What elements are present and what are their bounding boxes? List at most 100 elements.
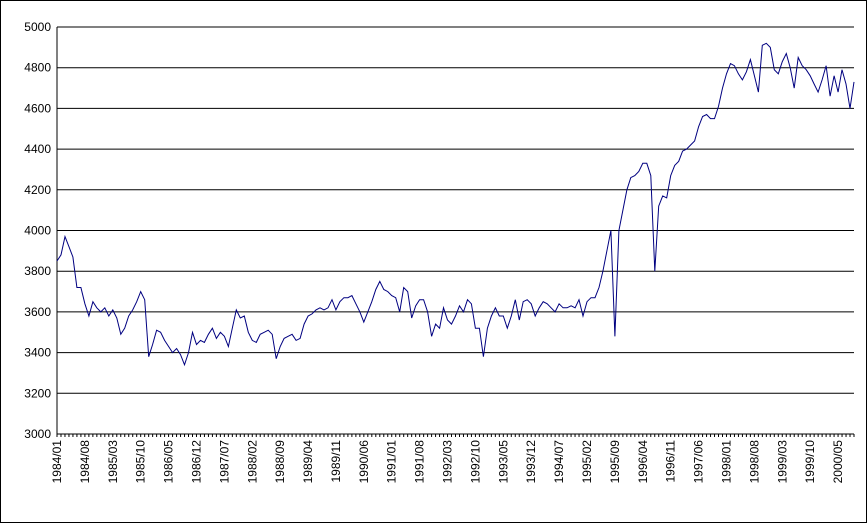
- data-point: [562, 307, 563, 308]
- data-point: [116, 317, 117, 318]
- data-point: [786, 53, 787, 54]
- series-layer: [56, 42, 855, 367]
- data-point: [232, 328, 233, 329]
- data-point: [343, 297, 344, 298]
- data-point: [307, 315, 308, 316]
- data-point: [467, 299, 468, 300]
- data-point: [315, 309, 316, 310]
- data-point: [200, 340, 201, 341]
- data-point: [507, 328, 508, 329]
- data-point: [853, 81, 854, 82]
- x-tick-label: 2000/05: [831, 440, 845, 484]
- data-point: [833, 75, 834, 76]
- data-point: [292, 334, 293, 335]
- data-point: [272, 334, 273, 335]
- data-point: [849, 108, 850, 109]
- data-point: [559, 303, 560, 304]
- data-point: [415, 305, 416, 306]
- series-line: [56, 42, 855, 367]
- data-point: [403, 287, 404, 288]
- data-point: [606, 250, 607, 251]
- data-point: [758, 92, 759, 93]
- data-point: [391, 295, 392, 296]
- data-point: [762, 45, 763, 46]
- y-tick-label: 5000: [24, 20, 51, 34]
- data-point: [531, 303, 532, 304]
- data-point: [439, 328, 440, 329]
- data-point: [355, 303, 356, 304]
- x-tick-label: 1994/07: [552, 440, 566, 484]
- data-point: [212, 328, 213, 329]
- y-tick-label: 3200: [24, 386, 51, 400]
- data-point: [299, 338, 300, 339]
- data-point: [427, 311, 428, 312]
- data-point: [586, 301, 587, 302]
- data-point: [837, 92, 838, 93]
- x-tick-label: 1992/10: [468, 440, 482, 484]
- data-point: [782, 61, 783, 62]
- data-point: [335, 309, 336, 310]
- data-point: [188, 352, 189, 353]
- data-point: [248, 332, 249, 333]
- x-tick-label: 1996/04: [636, 440, 650, 484]
- data-point: [523, 301, 524, 302]
- data-point: [256, 342, 257, 343]
- data-point: [746, 71, 747, 72]
- data-point: [423, 299, 424, 300]
- x-tick-label: 1987/07: [217, 440, 231, 484]
- data-point: [387, 291, 388, 292]
- data-point: [140, 291, 141, 292]
- data-point: [511, 315, 512, 316]
- data-point: [642, 163, 643, 164]
- data-point: [84, 303, 85, 304]
- x-tick-label: 1984/08: [78, 440, 92, 484]
- data-point: [351, 295, 352, 296]
- x-tick-label: 1993/05: [496, 440, 510, 484]
- x-tick-label: 1992/03: [441, 440, 455, 484]
- data-point: [638, 171, 639, 172]
- data-point: [276, 358, 277, 359]
- x-tick-label: 1995/02: [580, 440, 594, 484]
- data-point: [395, 297, 396, 298]
- x-tick-label: 1998/01: [719, 440, 733, 484]
- data-point: [726, 73, 727, 74]
- x-tick-label: 1991/08: [413, 440, 427, 484]
- data-point: [411, 317, 412, 318]
- data-point: [694, 140, 695, 141]
- data-point: [582, 315, 583, 316]
- data-point: [547, 303, 548, 304]
- data-point: [132, 309, 133, 310]
- data-point: [491, 315, 492, 316]
- data-point: [331, 299, 332, 300]
- data-point: [539, 307, 540, 308]
- data-point: [822, 79, 823, 80]
- data-point: [180, 354, 181, 355]
- data-point: [108, 315, 109, 316]
- x-tick-label: 1993/12: [524, 440, 538, 484]
- y-tick-label: 4000: [24, 224, 51, 238]
- data-point: [100, 311, 101, 312]
- y-tick-label: 4600: [24, 101, 51, 115]
- x-tick-label: 1985/03: [106, 440, 120, 484]
- data-point: [503, 315, 504, 316]
- x-tick-label: 1999/03: [775, 440, 789, 484]
- data-point: [347, 297, 348, 298]
- data-point: [303, 324, 304, 325]
- data-point: [371, 301, 372, 302]
- data-point: [766, 43, 767, 44]
- data-point: [754, 75, 755, 76]
- x-tick-label: 1996/11: [664, 440, 678, 483]
- data-point: [196, 344, 197, 345]
- data-point: [702, 116, 703, 117]
- data-point: [60, 254, 61, 255]
- data-point: [431, 336, 432, 337]
- x-tick-label: 1998/08: [747, 440, 761, 484]
- data-point: [806, 69, 807, 70]
- data-point: [658, 205, 659, 206]
- data-point: [379, 281, 380, 282]
- data-point: [670, 175, 671, 176]
- data-point: [216, 338, 217, 339]
- x-tick-label: 1995/09: [608, 440, 622, 484]
